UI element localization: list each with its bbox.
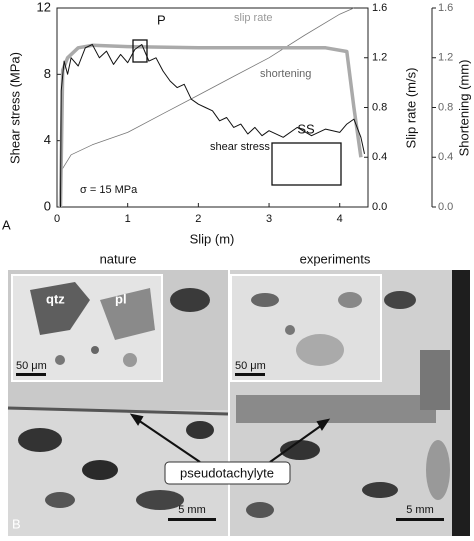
panel-label: B xyxy=(12,516,21,531)
series-line xyxy=(60,44,365,208)
series-label: shear stress xyxy=(210,141,270,153)
y-axis-label: Shear stress (MPa) xyxy=(7,52,22,164)
series-label: slip rate xyxy=(234,12,273,24)
photo-title: experiments xyxy=(300,251,371,266)
scale-label: 5 mm xyxy=(406,504,434,516)
photo-experiments xyxy=(230,270,470,536)
scale-label: 50 μm xyxy=(16,360,47,372)
x-tick-label: 3 xyxy=(266,213,272,225)
y-tick-label: 4 xyxy=(44,132,51,147)
annotation: σ = 15 MPa xyxy=(80,184,138,196)
y-tick-label: 8 xyxy=(44,66,51,81)
y3-tick-label: 0.0 xyxy=(438,201,453,213)
y3-tick-label: 0.8 xyxy=(438,101,453,113)
y3-tick-label: 0.4 xyxy=(438,151,453,163)
x-tick-label: 2 xyxy=(195,213,201,225)
arrow-label: pseudotachylyte xyxy=(180,465,274,480)
x-tick-label: 4 xyxy=(337,213,343,225)
series-line xyxy=(58,43,363,208)
panel-label: A xyxy=(2,217,11,232)
scale-label: 5 mm xyxy=(178,504,206,516)
y3-tick-label: 1.6 xyxy=(438,2,453,14)
x-tick-label: 1 xyxy=(125,213,131,225)
y3-tick-label: 1.2 xyxy=(438,52,453,64)
y3-axis-label: Shortening (mm) xyxy=(456,60,471,157)
arrows xyxy=(129,413,331,463)
mineral-label: pl xyxy=(115,291,127,306)
p-box xyxy=(132,39,148,63)
ss-box xyxy=(271,142,342,186)
annotation: P xyxy=(157,12,166,27)
y2-tick-label: 0.4 xyxy=(372,151,387,163)
series-line xyxy=(60,7,355,208)
label-box xyxy=(164,461,291,485)
y2-tick-label: 1.6 xyxy=(372,2,387,14)
y2-tick-label: 1.2 xyxy=(372,52,387,64)
y-tick-label: 12 xyxy=(37,0,51,14)
series-label: shortening xyxy=(260,68,311,80)
x-axis-label: Slip (m) xyxy=(190,231,235,246)
y2-tick-label: 0.0 xyxy=(372,201,387,213)
photo-title: nature xyxy=(100,251,137,266)
scale-label: 50 μm xyxy=(235,360,266,372)
x-tick-label: 0 xyxy=(54,213,60,225)
mineral-label: qtz xyxy=(46,291,65,306)
annotation: SS xyxy=(297,121,315,136)
y2-axis-label: Slip rate (m/s) xyxy=(403,68,418,149)
photo-nature xyxy=(7,270,229,536)
y2-tick-label: 0.8 xyxy=(372,101,387,113)
plot-frame xyxy=(56,7,369,208)
y-tick-label: 0 xyxy=(44,198,51,213)
